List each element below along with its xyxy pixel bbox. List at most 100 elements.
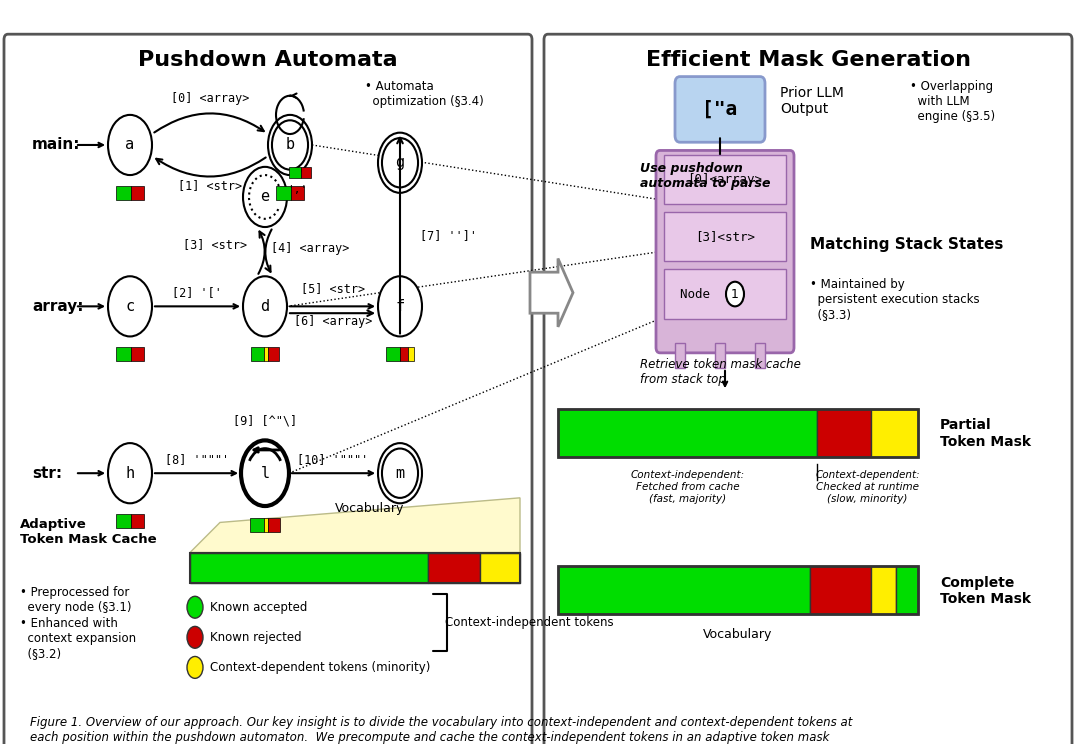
Bar	[264, 347, 268, 361]
Bar	[664, 269, 786, 318]
Bar	[558, 409, 918, 457]
Bar	[386, 347, 400, 361]
Circle shape	[268, 115, 312, 175]
Text: main:: main:	[32, 138, 81, 153]
Circle shape	[108, 443, 152, 503]
FancyBboxPatch shape	[4, 34, 532, 744]
Text: • Enhanced with
  context expansion
  (§3.2): • Enhanced with context expansion (§3.2)	[21, 618, 136, 660]
Bar	[190, 553, 519, 583]
Text: Context-dependent:
Checked at runtime
(slow, minority): Context-dependent: Checked at runtime (s…	[815, 470, 920, 504]
FancyBboxPatch shape	[656, 150, 794, 353]
Text: [10] '"""': [10] '"""'	[297, 453, 368, 466]
Text: Retrieve token mask cache
from stack top: Retrieve token mask cache from stack top	[640, 358, 801, 386]
Circle shape	[243, 276, 287, 336]
Bar	[268, 347, 279, 361]
Bar	[289, 167, 301, 178]
FancyBboxPatch shape	[675, 77, 765, 142]
Bar	[132, 186, 144, 199]
Text: Known rejected: Known rejected	[210, 631, 301, 644]
Bar	[428, 553, 481, 583]
Bar	[408, 347, 414, 361]
Text: Adaptive
Token Mask Cache: Adaptive Token Mask Cache	[21, 518, 157, 546]
Text: d: d	[260, 299, 270, 314]
Bar	[896, 566, 918, 614]
Text: a: a	[125, 138, 135, 153]
Circle shape	[378, 276, 422, 336]
Bar	[301, 167, 311, 178]
FancyBboxPatch shape	[544, 34, 1072, 744]
Text: Pushdown Automata: Pushdown Automata	[138, 50, 397, 70]
Bar	[810, 566, 872, 614]
Circle shape	[726, 282, 744, 307]
Text: [2] '[': [2] '['	[172, 286, 221, 299]
FancyArrow shape	[530, 258, 573, 327]
Text: str:: str:	[32, 466, 63, 481]
Bar	[664, 155, 786, 204]
Text: [9] [^"\]: [9] [^"\]	[233, 414, 297, 428]
Text: l: l	[260, 466, 270, 481]
Text: Node: Node	[679, 287, 717, 301]
Bar	[251, 347, 264, 361]
Circle shape	[243, 167, 287, 227]
Text: [5] <str>: [5] <str>	[301, 282, 365, 295]
Text: 1: 1	[731, 287, 739, 301]
Bar	[558, 409, 818, 457]
Bar	[132, 347, 144, 361]
Text: f: f	[395, 299, 405, 314]
Bar	[276, 186, 292, 199]
Text: [8] '"""': [8] '"""'	[165, 453, 229, 466]
Circle shape	[378, 132, 422, 193]
Text: h: h	[125, 466, 135, 481]
Bar	[872, 409, 918, 457]
Text: array:: array:	[32, 299, 83, 314]
Text: [7] '']': [7] '']'	[420, 228, 477, 242]
Text: Matching Stack States: Matching Stack States	[810, 237, 1003, 252]
Circle shape	[187, 596, 203, 618]
Text: ["a: ["a	[702, 100, 738, 119]
Bar	[264, 519, 268, 532]
Text: b: b	[285, 138, 295, 153]
Text: • Automata
  optimization (§3.4): • Automata optimization (§3.4)	[365, 80, 484, 109]
Circle shape	[187, 656, 203, 679]
Text: Prior LLM
Output: Prior LLM Output	[780, 86, 843, 116]
Bar	[190, 553, 428, 583]
Text: [3] <str>: [3] <str>	[183, 238, 247, 251]
Text: g: g	[395, 155, 405, 170]
Text: [6] <array>: [6] <array>	[294, 315, 373, 328]
Text: ',': ','	[287, 185, 307, 195]
Text: Known accepted: Known accepted	[210, 600, 308, 614]
Text: • Maintained by
  persistent execution stacks
  (§3.3): • Maintained by persistent execution sta…	[810, 278, 980, 321]
Text: Partial
Token Mask: Partial Token Mask	[940, 418, 1031, 449]
Text: e: e	[260, 190, 270, 205]
Text: Context-independent tokens: Context-independent tokens	[445, 616, 613, 629]
Text: c: c	[125, 299, 135, 314]
Polygon shape	[190, 498, 519, 553]
Text: Figure 1. Overview of our approach. Our key insight is to divide the vocabulary : Figure 1. Overview of our approach. Our …	[30, 716, 852, 744]
Text: Context-independent:
Fetched from cache
(fast, majority): Context-independent: Fetched from cache …	[631, 470, 745, 504]
Text: [3]<str>: [3]<str>	[696, 230, 755, 243]
Bar	[664, 212, 786, 261]
Text: m: m	[395, 466, 405, 481]
Bar	[249, 519, 264, 532]
Text: [0] <array>: [0] <array>	[171, 92, 249, 105]
Bar	[292, 186, 303, 199]
Text: Vocabulary: Vocabulary	[703, 628, 772, 641]
Bar	[558, 566, 918, 614]
Text: [4] <array>: [4] <array>	[271, 243, 349, 255]
Bar	[132, 514, 144, 528]
Bar	[481, 553, 519, 583]
Text: • Overlapping
  with LLM
  engine (§3.5): • Overlapping with LLM engine (§3.5)	[910, 80, 995, 123]
Bar	[675, 343, 685, 368]
Bar	[268, 519, 280, 532]
Circle shape	[187, 626, 203, 648]
Bar	[872, 566, 896, 614]
Text: Efficient Mask Generation: Efficient Mask Generation	[646, 50, 971, 70]
Bar	[558, 566, 810, 614]
Bar	[755, 343, 765, 368]
Bar	[818, 409, 872, 457]
Bar	[715, 343, 725, 368]
Circle shape	[108, 115, 152, 175]
Text: Complete
Token Mask: Complete Token Mask	[940, 576, 1031, 606]
Bar	[400, 347, 408, 361]
Bar	[116, 186, 132, 199]
